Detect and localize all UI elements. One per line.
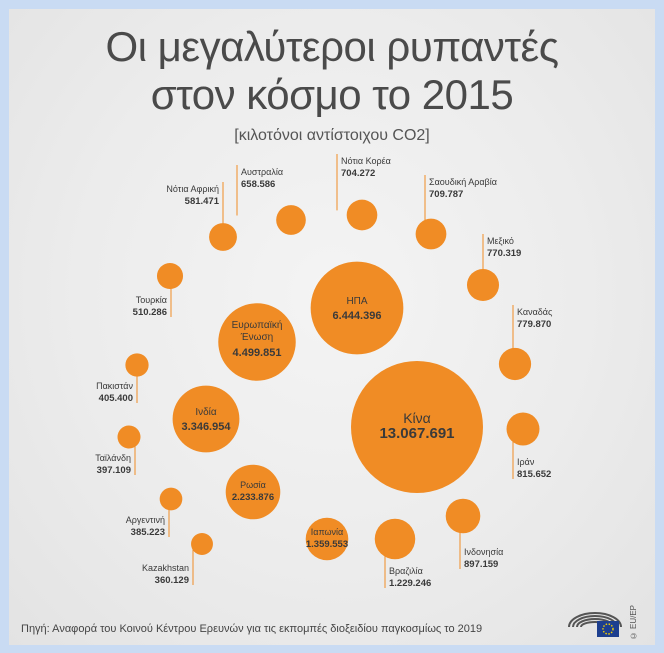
bubble-value-17: 397.109 <box>97 465 131 476</box>
title-line-2: στον κόσμο το 2015 <box>150 71 514 118</box>
bubble-name-10: Μεξικό <box>487 236 514 246</box>
bubble-name-15: Τουρκία <box>136 295 167 305</box>
bubble-value-14: 581.471 <box>185 196 220 207</box>
bubble-11 <box>415 218 447 250</box>
bubble-6 <box>374 518 416 560</box>
bubble-value-19: 360.129 <box>155 575 189 586</box>
bubble-name-8: Ιράν <box>517 457 535 467</box>
bubble-7 <box>445 498 481 534</box>
bubble-2 <box>218 303 296 381</box>
bubble-name-2-b: Ένωση <box>240 332 273 343</box>
bubble-9 <box>498 347 532 381</box>
bubble-value-2: 4.499.851 <box>233 347 282 359</box>
bubble-13 <box>276 205 306 235</box>
bubble-name-11: Σαουδική Αραβία <box>429 177 497 187</box>
bubble-name-13: Αυστραλία <box>241 167 283 177</box>
title-line-1: Οι μεγαλύτεροι ρυπαντές <box>105 23 559 70</box>
bubble-value-9: 779.870 <box>517 319 551 330</box>
bubble-name-19: Kazakhstan <box>142 563 189 573</box>
bubble-value-13: 658.586 <box>241 179 275 190</box>
bubble-value-16: 405.400 <box>99 393 133 404</box>
bubble-18 <box>159 487 183 511</box>
bubble-name-4: Ρωσία <box>240 480 266 490</box>
bubble-19 <box>191 533 213 555</box>
bubble-value-12: 704.272 <box>341 168 375 179</box>
bubble-value-0: 13.067.691 <box>379 425 454 442</box>
bubble-name-7: Ινδονησία <box>464 547 503 557</box>
bubble-value-15: 510.286 <box>133 307 167 318</box>
bubble-12 <box>346 199 378 231</box>
bubble-name-9: Καναδάς <box>517 307 553 317</box>
bubble-0 <box>351 361 483 493</box>
bubble-value-10: 770.319 <box>487 248 521 259</box>
unit-subtitle: [κιλοτόνοι αντίστοιχου CO2] <box>234 127 430 144</box>
copyright-note: © EU/EP <box>629 605 638 641</box>
bubble-name-18: Αργεντινή <box>126 515 165 525</box>
bubble-name-2-a: Ευρωπαϊκή <box>232 319 283 331</box>
bubble-10 <box>466 268 500 302</box>
bubble-value-7: 897.159 <box>464 559 498 570</box>
source-note: Πηγή: Αναφορά του Κοινού Κέντρου Ερευνών… <box>21 623 483 635</box>
bubble-name-0: Κίνα <box>403 410 431 426</box>
bubble-8 <box>506 412 540 446</box>
bubble-name-14: Νότια Αφρική <box>166 184 219 194</box>
bubble-1 <box>310 261 404 355</box>
bubble-value-5: 1.359.553 <box>306 539 348 550</box>
bubble-name-17: Ταϊλάνδη <box>95 453 131 463</box>
bubble-16 <box>125 353 149 377</box>
bubble-value-11: 709.787 <box>429 189 463 200</box>
bubble-3 <box>172 385 240 453</box>
bubble-name-1: ΗΠΑ <box>346 296 367 307</box>
bubble-name-12: Νότια Κορέα <box>341 156 391 166</box>
european-parliament-logo <box>568 612 622 637</box>
bubble-17 <box>117 425 141 449</box>
bubble-value-3: 3.346.954 <box>182 421 232 433</box>
bubble-name-3: Ινδία <box>195 406 217 418</box>
bubble-name-6: Βραζιλία <box>389 566 423 576</box>
bubble-14 <box>209 223 237 251</box>
bubble-value-18: 385.223 <box>131 527 165 538</box>
bubble-value-1: 6.444.396 <box>333 310 382 322</box>
bubble-value-4: 2.233.876 <box>232 492 274 503</box>
bubble-value-6: 1.229.246 <box>389 578 431 589</box>
bubble-15 <box>156 262 184 290</box>
bubble-name-16: Πακιστάν <box>96 381 133 391</box>
infographic: Οι μεγαλύτεροι ρυπαντές στον κόσμο το 20… <box>9 9 655 645</box>
bubble-5 <box>305 517 349 561</box>
bubble-4 <box>225 464 281 520</box>
bubble-value-8: 815.652 <box>517 469 551 480</box>
bubble-name-5: Ιαπωνία <box>311 527 344 537</box>
